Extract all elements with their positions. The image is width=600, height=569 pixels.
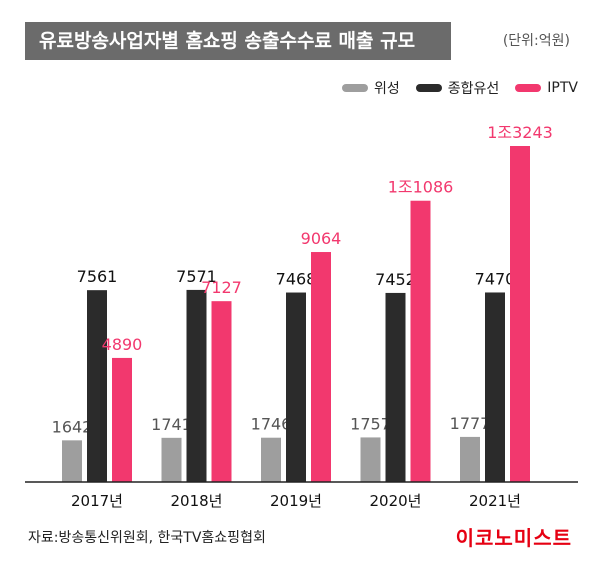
legend-swatch-iptv (515, 84, 542, 92)
data-label-cable-4: 7452 (375, 270, 416, 289)
bar-cable-3 (286, 292, 306, 482)
data-label-iptv-1: 4890 (102, 335, 143, 354)
bar-cable-2 (186, 289, 207, 482)
x-tick-label-5: 2021년 (469, 492, 521, 510)
x-tick-label-3: 2019년 (270, 492, 322, 510)
bar-iptv-1 (112, 357, 132, 482)
data-label-cable-3: 7468 (276, 270, 317, 289)
legend-item-cable: 종합유선 (415, 78, 500, 98)
data-label-satellite-1: 1642 (52, 417, 93, 436)
bar-cable-1 (87, 290, 107, 482)
data-label-iptv-4: 1조1086 (388, 178, 454, 197)
data-label-iptv-2: 7127 (201, 278, 242, 297)
bar-iptv-5 (510, 146, 530, 482)
bar-satellite-3 (261, 437, 281, 482)
source-note: 자료:방송통신위원회, 한국TV홈쇼핑협회 (28, 530, 266, 546)
bar-satellite-1 (62, 440, 82, 482)
data-label-cable-5: 7470 (475, 269, 516, 288)
publisher-logo: 이코노미스트 (455, 526, 572, 550)
bar-iptv-2 (211, 301, 232, 482)
legend-item-satellite: 위성 (342, 78, 400, 98)
data-label-cable-2: 7571 (176, 267, 217, 286)
bar-iptv-3 (311, 252, 331, 482)
x-tick-label-1: 2017년 (71, 492, 123, 510)
data-label-iptv-5: 1조3243 (487, 123, 553, 142)
legend-swatch-cable (415, 84, 442, 92)
data-label-satellite-2: 1741 (151, 415, 192, 434)
legend-label-satellite: 위성 (374, 81, 400, 97)
data-label-satellite-5: 1777 (450, 414, 491, 433)
bar-iptv-4 (410, 200, 431, 482)
legend-label-iptv: IPTV (547, 80, 578, 96)
data-label-iptv-3: 9064 (301, 229, 342, 248)
legend: 위성 종합유선 IPTV (300, 78, 578, 98)
bar-cable-4 (385, 292, 406, 482)
bar-satellite-4 (360, 437, 381, 482)
legend-item-iptv: IPTV (515, 80, 578, 96)
legend-label-cable: 종합유선 (447, 81, 500, 97)
data-label-satellite-4: 1757 (350, 414, 391, 433)
x-tick-label-4: 2020년 (370, 492, 422, 510)
unit-label: (단위:억원) (502, 33, 570, 49)
data-label-cable-1: 7561 (77, 267, 118, 286)
bar-satellite-5 (460, 436, 480, 482)
bar-cable-5 (485, 292, 505, 482)
bar-satellite-2 (161, 437, 182, 482)
x-tick-label-2: 2018년 (171, 492, 223, 510)
chart-title: 유료방송사업자별 홈쇼핑 송출수수료 매출 규모 (25, 22, 451, 60)
legend-swatch-satellite (342, 84, 368, 92)
data-label-satellite-3: 1746 (251, 415, 292, 434)
